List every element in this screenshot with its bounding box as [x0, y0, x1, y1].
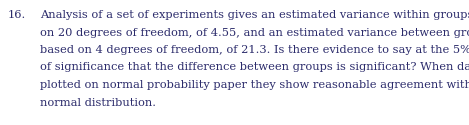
Text: 16.: 16.: [8, 10, 26, 20]
Text: of significance that the difference between groups is significant? When data are: of significance that the difference betw…: [40, 62, 469, 72]
Text: plotted on normal probability paper they show reasonable agreement with a: plotted on normal probability paper they…: [40, 80, 469, 90]
Text: Analysis of a set of experiments gives an estimated variance within groups, base: Analysis of a set of experiments gives a…: [40, 10, 469, 20]
Text: normal distribution.: normal distribution.: [40, 98, 156, 108]
Text: based on 4 degrees of freedom, of 21.3. Is there evidence to say at the 5% level: based on 4 degrees of freedom, of 21.3. …: [40, 45, 469, 55]
Text: on 20 degrees of freedom, of 4.55, and an estimated variance between groups,: on 20 degrees of freedom, of 4.55, and a…: [40, 28, 469, 38]
